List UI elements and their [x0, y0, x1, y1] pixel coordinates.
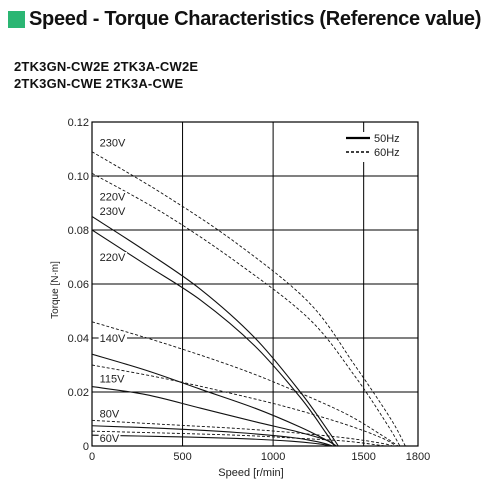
series-line-60v-60hz — [92, 430, 386, 446]
y-axis-label: Torque [N·m] — [50, 261, 61, 319]
x-axis-label: Speed [r/min] — [218, 467, 283, 479]
curve-label: 230V — [100, 137, 126, 149]
curve-label-bg — [98, 408, 121, 420]
series-line-140v-60hz — [92, 321, 399, 446]
series-line-80v-50hz — [92, 425, 334, 446]
curve-label: 230V — [100, 206, 126, 218]
curve-label-bg — [98, 137, 128, 149]
legend-label-50hz: 50Hz — [374, 133, 400, 145]
curve-label-bg — [98, 252, 128, 264]
series-line-220v-50hz — [92, 229, 336, 446]
x-tick-label: 1000 — [261, 451, 285, 463]
title-marker — [8, 10, 25, 28]
y-tick-label: 0.10 — [68, 171, 89, 183]
curve-label-bg — [98, 191, 128, 203]
model-line-2: 2TK3GN-CWE 2TK3A-CWE — [14, 76, 184, 91]
x-tick-label: 1500 — [351, 451, 375, 463]
series-line-80v-60hz — [92, 419, 393, 446]
model-line-1: 2TK3GN-CW2E 2TK3A-CW2E — [14, 59, 199, 74]
curve-label: 140V — [100, 333, 126, 345]
series-line-220v-60hz — [92, 172, 401, 446]
series-line-230v-60hz — [92, 151, 406, 446]
curve-label: 220V — [100, 191, 126, 203]
x-tick-label: 0 — [89, 451, 95, 463]
x-tick-label: 1800 — [406, 451, 430, 463]
page-header: Speed - Torque Characteristics (Referenc… — [8, 8, 481, 30]
curve-label-bg — [98, 206, 128, 218]
model-names: 2TK3GN-CW2E 2TK3A-CW2E 2TK3GN-CWE 2TK3A-… — [14, 58, 198, 92]
curve-label: 80V — [100, 409, 120, 421]
y-tick-label: 0.04 — [68, 333, 89, 345]
y-tick-label: 0.02 — [68, 387, 89, 399]
y-tick-label: 0.06 — [68, 279, 89, 291]
curve-label: 115V — [100, 374, 126, 386]
y-tick-label: 0.12 — [68, 117, 89, 129]
curve-label-bg — [98, 373, 128, 385]
curve-group — [92, 151, 406, 446]
series-line-115v-50hz — [92, 386, 336, 446]
series-line-60v-50hz — [92, 434, 332, 446]
x-tick-label: 500 — [173, 451, 191, 463]
curve-label-bg — [98, 333, 128, 345]
legend-label-60hz: 60Hz — [374, 147, 400, 159]
series-line-230v-50hz — [92, 216, 339, 446]
curve-label: 220V — [100, 252, 126, 264]
y-tick-label: 0 — [83, 441, 89, 453]
y-tick-label: 0.08 — [68, 225, 89, 237]
page-title: Speed - Torque Characteristics (Referenc… — [29, 8, 482, 30]
curve-label-bg — [98, 432, 121, 444]
curve-label: 60V — [100, 433, 120, 445]
